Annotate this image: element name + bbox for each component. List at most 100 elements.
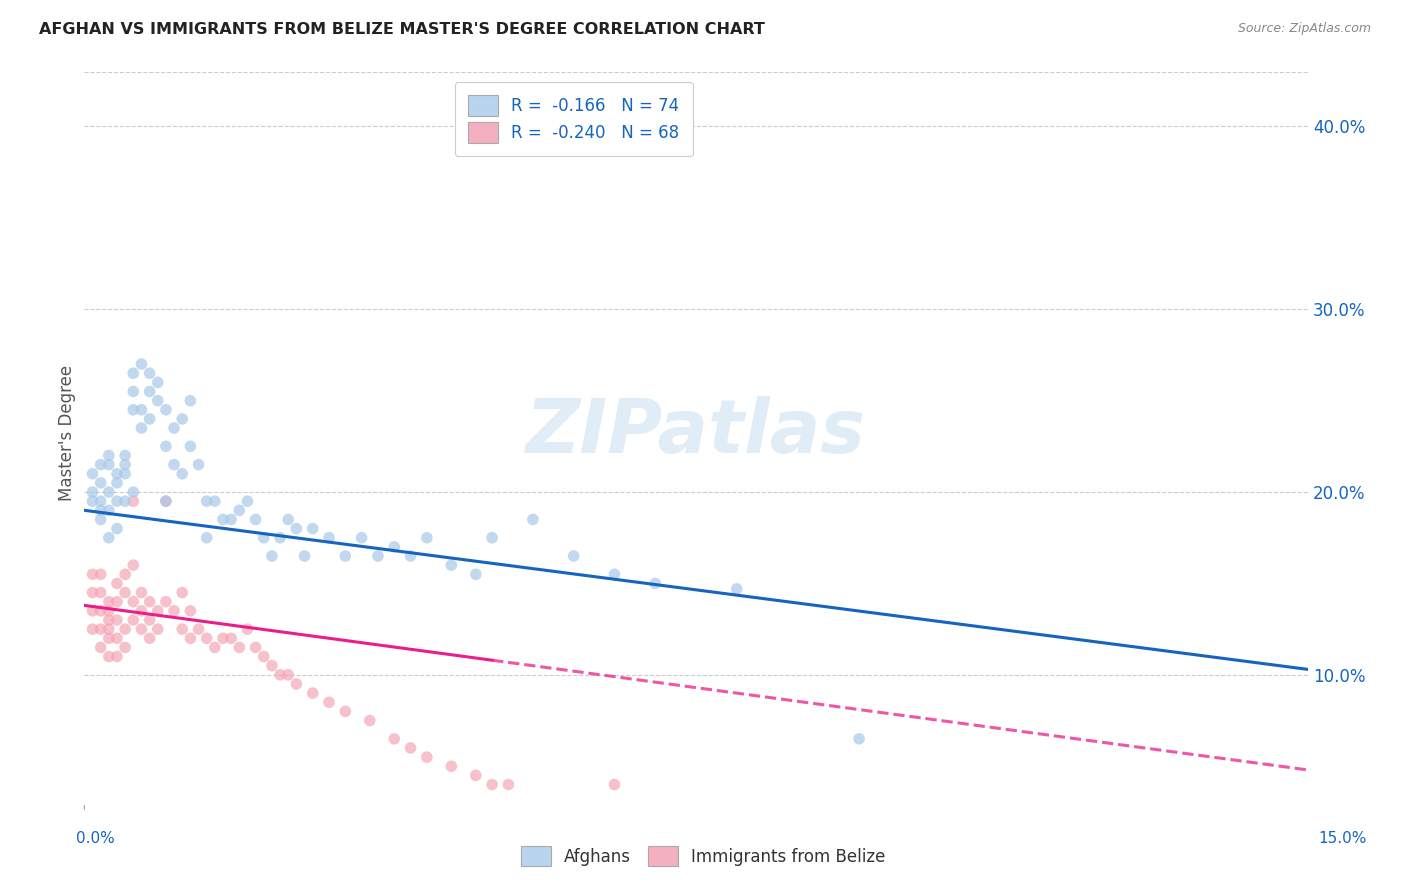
Point — [90, 640, 112, 655]
Point — [105, 494, 128, 508]
Point — [294, 549, 316, 563]
Point — [90, 458, 112, 472]
Point — [97, 613, 120, 627]
Point — [155, 494, 177, 508]
Point — [146, 376, 169, 390]
Point — [82, 485, 104, 500]
Point — [90, 604, 112, 618]
Point — [82, 467, 104, 481]
Point — [90, 585, 112, 599]
Point — [285, 677, 308, 691]
Point — [138, 613, 160, 627]
Point — [105, 632, 128, 646]
Point — [122, 613, 145, 627]
Point — [82, 494, 104, 508]
Point — [416, 531, 439, 545]
Point — [399, 549, 422, 563]
Point — [97, 632, 120, 646]
Point — [260, 549, 283, 563]
Point — [562, 549, 585, 563]
Point — [382, 731, 405, 746]
Point — [260, 658, 283, 673]
Point — [138, 595, 160, 609]
Text: Source: ZipAtlas.com: Source: ZipAtlas.com — [1237, 22, 1371, 36]
Point — [155, 595, 177, 609]
Point — [245, 640, 267, 655]
Point — [464, 567, 486, 582]
Point — [114, 467, 136, 481]
Point — [522, 512, 544, 526]
Point — [277, 668, 299, 682]
Point — [122, 485, 145, 500]
Point — [97, 649, 120, 664]
Point — [367, 549, 389, 563]
Point — [163, 458, 186, 472]
Point — [440, 558, 463, 573]
Point — [82, 604, 104, 618]
Point — [245, 512, 267, 526]
Point — [187, 458, 209, 472]
Point — [464, 768, 486, 782]
Point — [172, 622, 194, 636]
Point — [269, 668, 291, 682]
Point — [82, 567, 104, 582]
Point — [399, 741, 422, 756]
Point — [725, 582, 748, 596]
Text: AFGHAN VS IMMIGRANTS FROM BELIZE MASTER'S DEGREE CORRELATION CHART: AFGHAN VS IMMIGRANTS FROM BELIZE MASTER'… — [39, 22, 765, 37]
Point — [114, 622, 136, 636]
Legend: Afghans, Immigrants from Belize: Afghans, Immigrants from Belize — [512, 838, 894, 875]
Point — [138, 384, 160, 399]
Point — [114, 458, 136, 472]
Point — [155, 439, 177, 453]
Point — [195, 531, 218, 545]
Text: 15.0%: 15.0% — [1319, 831, 1367, 846]
Point — [179, 439, 201, 453]
Point — [105, 522, 128, 536]
Point — [204, 494, 226, 508]
Point — [481, 531, 503, 545]
Point — [644, 576, 666, 591]
Point — [105, 475, 128, 490]
Point — [603, 778, 626, 792]
Point — [219, 512, 242, 526]
Point — [253, 531, 276, 545]
Point — [146, 393, 169, 408]
Point — [97, 595, 120, 609]
Point — [97, 604, 120, 618]
Point — [350, 531, 373, 545]
Point — [105, 649, 128, 664]
Point — [253, 649, 276, 664]
Point — [131, 421, 153, 435]
Point — [97, 458, 120, 472]
Point — [848, 731, 870, 746]
Point — [236, 494, 259, 508]
Point — [481, 778, 503, 792]
Point — [335, 705, 357, 719]
Point — [138, 412, 160, 426]
Point — [285, 522, 308, 536]
Point — [131, 622, 153, 636]
Y-axis label: Master's Degree: Master's Degree — [58, 365, 76, 500]
Point — [603, 567, 626, 582]
Point — [236, 622, 259, 636]
Point — [114, 449, 136, 463]
Point — [228, 503, 250, 517]
Point — [318, 695, 340, 709]
Point — [498, 778, 520, 792]
Point — [122, 494, 145, 508]
Text: ZIPatlas: ZIPatlas — [526, 396, 866, 469]
Point — [114, 640, 136, 655]
Point — [90, 494, 112, 508]
Point — [301, 686, 323, 700]
Point — [97, 531, 120, 545]
Point — [122, 384, 145, 399]
Point — [90, 512, 112, 526]
Point — [179, 393, 201, 408]
Point — [105, 595, 128, 609]
Point — [105, 613, 128, 627]
Point — [122, 595, 145, 609]
Point — [179, 604, 201, 618]
Point — [269, 531, 291, 545]
Point — [382, 540, 405, 554]
Point — [97, 485, 120, 500]
